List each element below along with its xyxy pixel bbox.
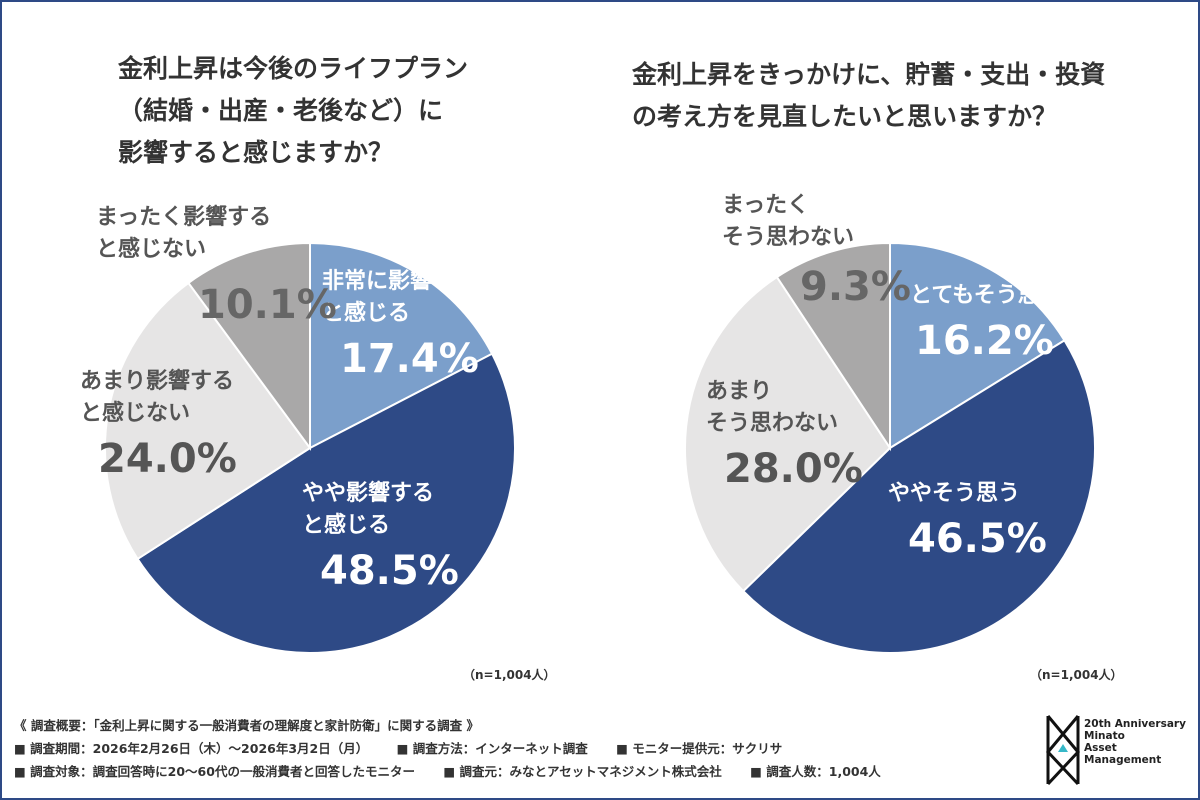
logo-line-2: Minato [1084, 730, 1125, 742]
survey-summary-title: 《 調査概要：「金利上昇に関する一般消費者の理解度と家計防衛」に関する調査 》 [14, 718, 479, 733]
left-slice-3-label-line-1: あまり影響する [80, 368, 234, 394]
right-slice-3-label-line-2: そう思わない [706, 411, 838, 436]
right-pie-slice-2 [741, 338, 1096, 654]
right-slice-4-percent: 9.3% [800, 264, 911, 310]
right-slice-2-percent: 46.5% [908, 516, 1047, 562]
left-slice-4-percent: 10.1% [198, 282, 337, 328]
left-pie-slice-1 [309, 241, 494, 450]
left-slice-3-label-line-2: と感じない [80, 400, 190, 426]
survey-source: ■ 調査元：みなとアセットマネジメント株式会社 [443, 764, 722, 779]
survey-method: ■ 調査方法：インターネット調査 [396, 741, 588, 756]
survey-count: ■ 調査人数：1,004人 [750, 764, 881, 779]
left-slice-2-percent: 48.5% [320, 548, 459, 594]
left-pie-slice-4 [187, 241, 311, 452]
right-slice-2-label-line-1: ややそう思う [888, 481, 1020, 506]
survey-period: ■ 調査期間：2026年2月26日（木）～2026年3月2日（月） [14, 741, 369, 756]
right-slice-4-label-line-2: そう思わない [722, 225, 854, 250]
left-slice-1-label-line-2: と感じる [322, 300, 410, 326]
right-pie-slice-1 [889, 241, 1066, 450]
right-pie-slice-3 [684, 275, 892, 593]
right-slice-4-label-line-1: まったく [722, 193, 809, 218]
left-chart-title: 金利上昇は今後のライフプラン （結婚・出産・老後など）に 影響すると感じますか？ [118, 54, 469, 167]
logo-text: 20th Anniversary Minato Asset Management [1084, 718, 1186, 766]
left-slice-1-percent: 17.4% [340, 336, 479, 382]
right-slice-1-label-line-1: とてもそう思う [910, 283, 1062, 308]
right-slice-3-percent: 28.0% [724, 446, 863, 492]
survey-monitor-provider: ■ モニター提供元：サクリサ [616, 741, 783, 756]
right-pie-chart: とてもそう思う16.2%ややそう思う46.5%あまりそう思わない28.0%まった… [684, 193, 1096, 654]
logo-line-1: 20th Anniversary [1084, 718, 1186, 730]
right-chart-title: 金利上昇をきっかけに、貯蓄・支出・投資 の考え方を見直したいと思いますか？ [632, 60, 1106, 131]
left-sample-size-note: （n=1,004人） [463, 668, 556, 682]
left-pie-slice-2 [136, 352, 516, 654]
survey-summary: 《 調査概要：「金利上昇に関する一般消費者の理解度と家計防衛」に関する調査 》 … [14, 714, 1034, 783]
survey-target: ■ 調査対象：調査回答時に20～60代の一般消費者と回答したモニター [14, 764, 415, 779]
left-slice-3-percent: 24.0% [98, 436, 237, 482]
left-slice-1-label-line-1: 非常に影響する [322, 268, 476, 294]
left-pie-chart: 非常に影響すると感じる17.4%やや影響すると感じる48.5%あまり影響すると感… [80, 204, 516, 654]
left-pie-slice-3 [104, 281, 312, 561]
right-slice-3-label-line-1: あまり [706, 379, 772, 404]
logo-line-3: Asset [1084, 742, 1117, 754]
left-slice-2-label-line-1: やや影響する [302, 480, 434, 506]
right-slice-1-percent: 16.2% [915, 318, 1054, 364]
logo-line-4: Management [1084, 754, 1162, 766]
right-sample-size-note: （n=1,004人） [1030, 668, 1123, 682]
left-slice-4-label-line-2: と感じない [96, 236, 206, 262]
right-pie-slice-4 [775, 241, 891, 452]
left-slice-2-label-line-2: と感じる [302, 512, 390, 538]
minato-logo-icon [1045, 715, 1081, 786]
left-slice-4-label-line-1: まったく影響する [96, 204, 271, 230]
